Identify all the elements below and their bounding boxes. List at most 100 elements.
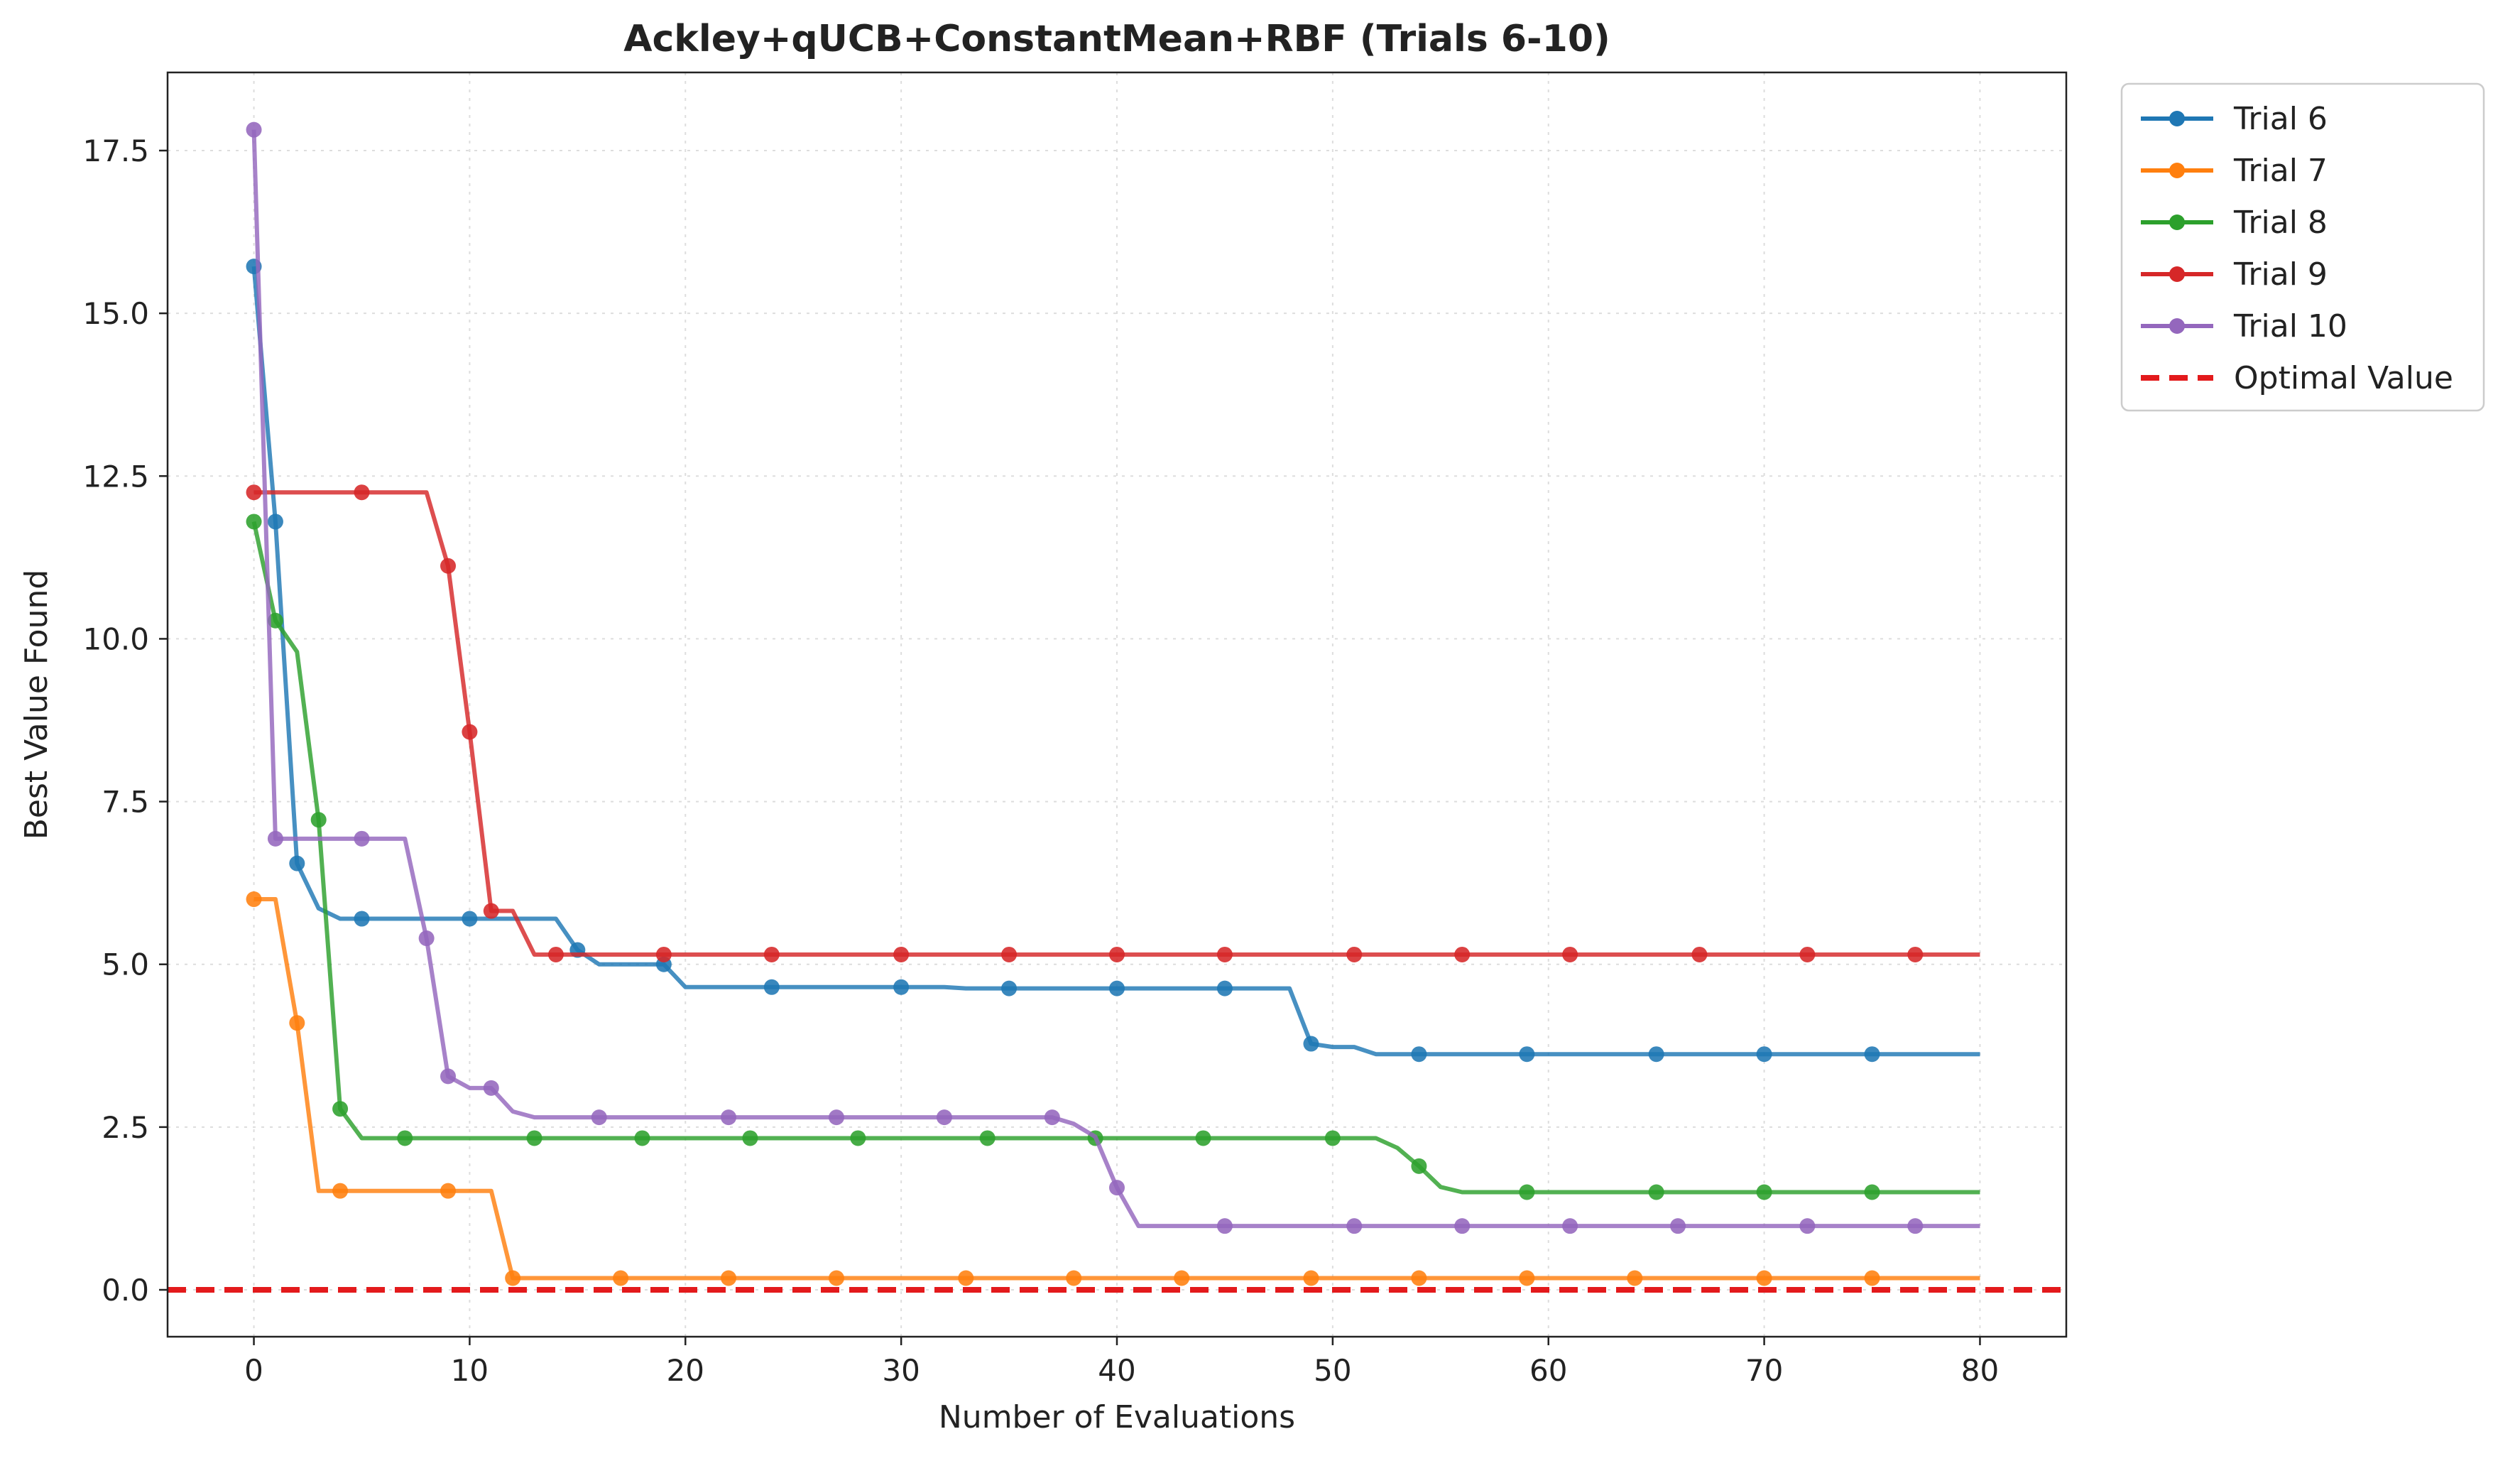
y-tick-label: 5.0 [102, 947, 149, 982]
x-tick-label: 10 [451, 1353, 489, 1388]
data-point [267, 514, 283, 530]
data-point [1454, 1218, 1471, 1234]
data-point [1864, 1270, 1880, 1286]
data-point [1195, 1130, 1211, 1146]
y-tick-label: 10.0 [82, 621, 149, 656]
data-point [893, 946, 910, 962]
data-point [1648, 1184, 1664, 1200]
legend-entry: Trial 10 [2141, 308, 2347, 344]
data-point [246, 514, 262, 530]
data-point [1109, 980, 1125, 996]
data-point [440, 558, 457, 574]
data-point [1174, 1270, 1190, 1286]
data-point [828, 1109, 844, 1126]
y-tick-label: 7.5 [102, 785, 149, 820]
data-point [1756, 1184, 1772, 1200]
data-point [1648, 1046, 1664, 1063]
data-point [1109, 1180, 1125, 1196]
data-point [354, 911, 370, 927]
data-point [483, 903, 499, 919]
data-point [462, 724, 478, 740]
data-point [1519, 1046, 1535, 1063]
legend-label: Trial 10 [2233, 308, 2347, 344]
data-point [1907, 1218, 1924, 1234]
data-point [1454, 946, 1471, 962]
legend-label: Optimal Value [2234, 360, 2453, 396]
series-trial-7 [246, 891, 1980, 1286]
legend-items: Trial 6 Trial 7 Trial 8 Trial 9 Trial 10 Opti… [2141, 101, 2453, 396]
data-point [893, 979, 910, 995]
legend-label: Trial 9 [2233, 256, 2328, 293]
data-point [1864, 1184, 1880, 1200]
data-point [936, 1109, 952, 1126]
data-point [1519, 1270, 1535, 1286]
x-tick-label: 60 [1529, 1353, 1567, 1388]
data-point [613, 1270, 629, 1286]
data-point [526, 1130, 542, 1146]
data-point [332, 1183, 349, 1199]
data-point [763, 946, 780, 962]
data-point [1756, 1270, 1772, 1286]
x-tick-label: 40 [1098, 1353, 1135, 1388]
y-tick-label: 0.0 [102, 1273, 149, 1308]
data-point [591, 1109, 607, 1126]
data-point [462, 911, 478, 927]
legend-marker-swatch [2169, 266, 2185, 282]
x-tick-label: 70 [1745, 1353, 1783, 1388]
legend-box [2120, 82, 2485, 412]
data-point [828, 1270, 844, 1286]
data-point [1562, 1218, 1578, 1234]
legend-label: Trial 6 [2233, 101, 2328, 137]
data-point [483, 1080, 499, 1096]
chart-title: Ackley+qUCB+ConstantMean+RBF (Trials 6-1… [623, 18, 1610, 60]
data-point [979, 1130, 996, 1146]
data-point [655, 946, 672, 962]
data-point [547, 946, 564, 962]
data-point [1562, 946, 1578, 962]
data-point [1411, 1270, 1427, 1286]
data-point [1216, 946, 1233, 962]
data-point [1907, 946, 1924, 962]
x-tick-label: 0 [244, 1353, 263, 1388]
data-point [397, 1130, 413, 1146]
data-point [354, 484, 370, 501]
data-point [1303, 1270, 1319, 1286]
data-point [1001, 980, 1018, 996]
legend-marker-swatch [2169, 318, 2185, 334]
legend-label: Trial 7 [2233, 153, 2328, 189]
data-point [1346, 946, 1363, 962]
data-point [763, 979, 780, 995]
x-axis-label: Number of Evaluations [939, 1399, 1295, 1435]
data-point [1670, 1218, 1686, 1234]
data-point [440, 1183, 457, 1199]
data-point [850, 1130, 866, 1146]
legend-marker-swatch [2169, 214, 2185, 230]
data-point [721, 1109, 737, 1126]
data-point [958, 1270, 974, 1286]
legend-entry: Trial 6 [2141, 101, 2328, 137]
data-point [721, 1270, 737, 1286]
data-point [267, 612, 283, 629]
data-point [354, 830, 370, 847]
data-point [246, 121, 262, 138]
series-line [253, 897, 1980, 1281]
legend-label: Trial 8 [2233, 205, 2328, 241]
data-point [289, 855, 305, 871]
y-tick-label: 17.5 [82, 134, 149, 168]
data-point [1001, 946, 1018, 962]
data-point [246, 891, 262, 908]
data-point [418, 930, 435, 947]
data-point [310, 812, 327, 828]
legend-marker-swatch [2169, 111, 2185, 126]
data-point [1411, 1158, 1427, 1174]
data-point [1303, 1036, 1319, 1052]
y-axis-label: Best Value Found [18, 570, 55, 840]
y-tick-label: 15.0 [82, 296, 149, 331]
legend: Trial 6 Trial 7 Trial 8 Trial 9 Trial 10 Opti… [2120, 82, 2485, 412]
legend-entry: Trial 8 [2141, 205, 2328, 241]
y-tick-label: 2.5 [102, 1110, 149, 1145]
data-point [1216, 1218, 1233, 1234]
data-point [634, 1130, 650, 1146]
x-tick-label: 20 [667, 1353, 704, 1388]
